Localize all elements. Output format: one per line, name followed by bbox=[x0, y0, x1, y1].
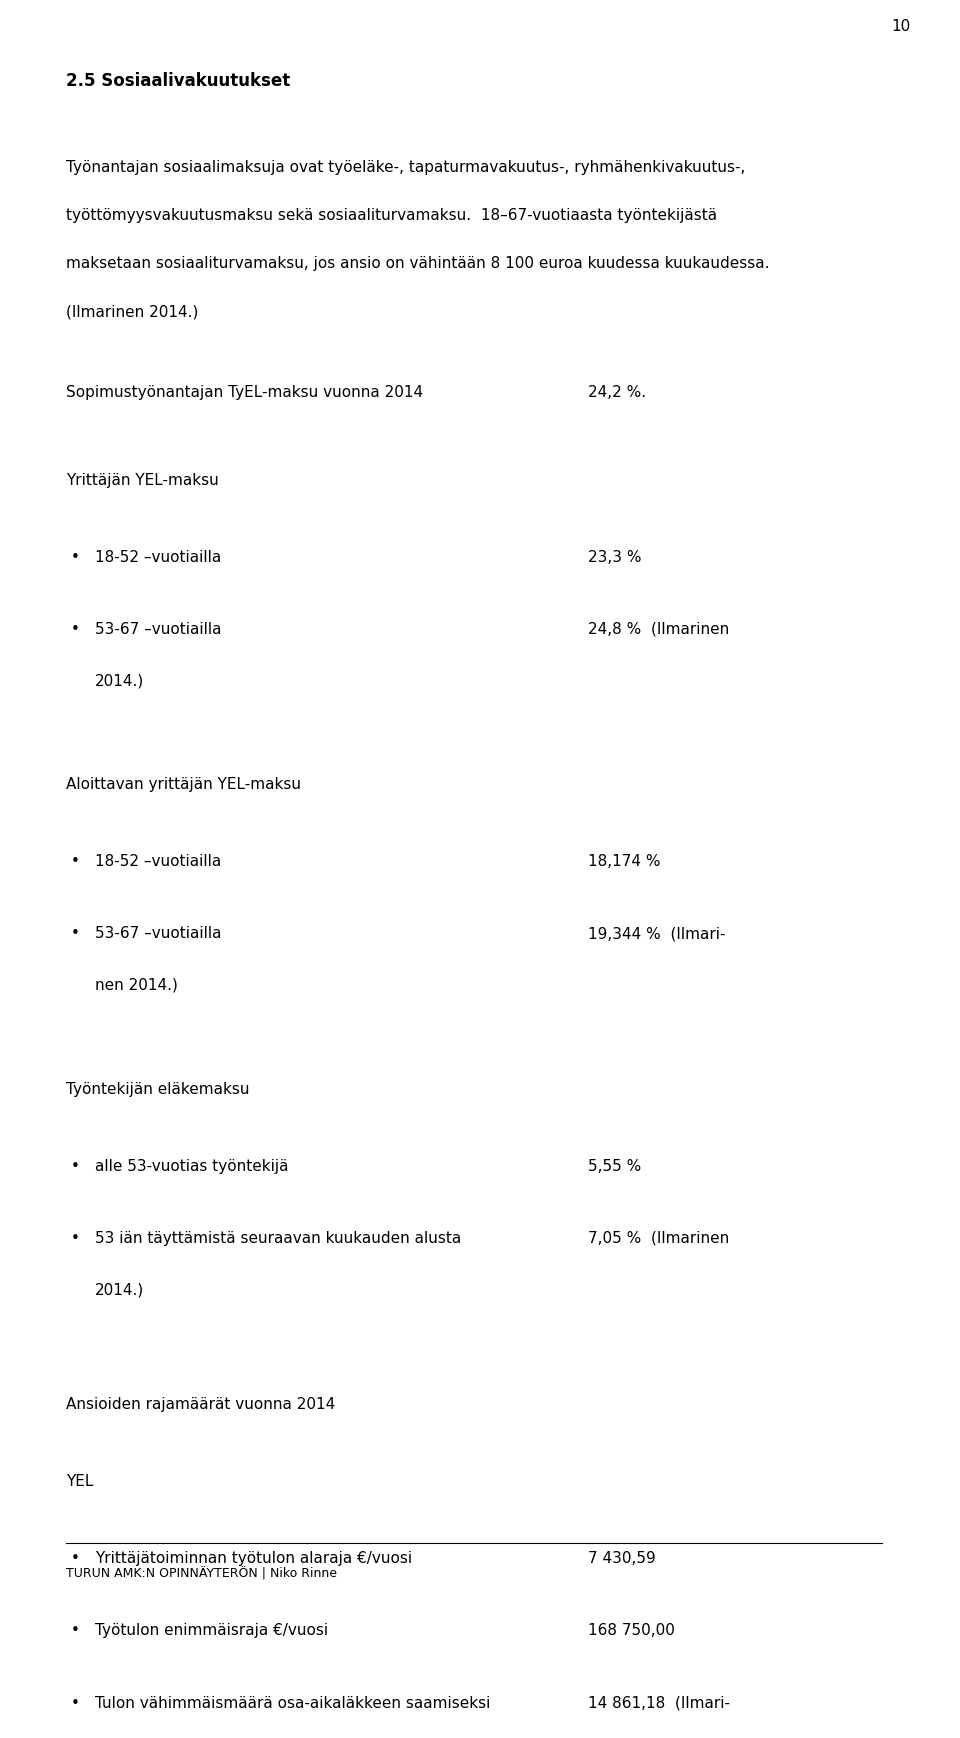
Text: 53-67 –vuotiailla: 53-67 –vuotiailla bbox=[95, 622, 222, 636]
Text: •: • bbox=[71, 853, 80, 869]
Text: 2014.): 2014.) bbox=[95, 1283, 144, 1297]
Text: Yrittäjätoiminnan työtulon alaraja €/vuosi: Yrittäjätoiminnan työtulon alaraja €/vuo… bbox=[95, 1552, 412, 1566]
Text: alle 53-vuotias työntekijä: alle 53-vuotias työntekijä bbox=[95, 1159, 288, 1173]
Text: Ansioiden rajamäärät vuonna 2014: Ansioiden rajamäärät vuonna 2014 bbox=[66, 1397, 336, 1413]
Text: Aloittavan yrittäjän YEL-maksu: Aloittavan yrittäjän YEL-maksu bbox=[66, 777, 301, 793]
Text: •: • bbox=[71, 1159, 80, 1173]
Text: YEL: YEL bbox=[66, 1474, 94, 1489]
Text: 7,05 %  (Ilmarinen: 7,05 % (Ilmarinen bbox=[588, 1231, 730, 1246]
Text: Sopimustyönantajan TyEL-maksu vuonna 2014: Sopimustyönantajan TyEL-maksu vuonna 201… bbox=[66, 384, 423, 400]
Text: maksetaan sosiaaliturvamaksu, jos ansio on vähintään 8 100 euroa kuudessa kuukau: maksetaan sosiaaliturvamaksu, jos ansio … bbox=[66, 257, 770, 271]
Text: nen 2014.): nen 2014.) bbox=[95, 977, 178, 992]
Text: 14 861,18  (Ilmari-: 14 861,18 (Ilmari- bbox=[588, 1696, 730, 1710]
Text: Yrittäjän YEL-maksu: Yrittäjän YEL-maksu bbox=[66, 473, 219, 488]
Text: •: • bbox=[71, 926, 80, 942]
Text: 53-67 –vuotiailla: 53-67 –vuotiailla bbox=[95, 926, 222, 942]
Text: 24,8 %  (Ilmarinen: 24,8 % (Ilmarinen bbox=[588, 622, 730, 636]
Text: •: • bbox=[71, 1696, 80, 1710]
Text: 24,2 %.: 24,2 %. bbox=[588, 384, 646, 400]
Text: 18,174 %: 18,174 % bbox=[588, 853, 660, 869]
Text: 18-52 –vuotiailla: 18-52 –vuotiailla bbox=[95, 853, 221, 869]
Text: •: • bbox=[71, 1552, 80, 1566]
Text: Työtulon enimmäisraja €/vuosi: Työtulon enimmäisraja €/vuosi bbox=[95, 1623, 328, 1639]
Text: 2014.): 2014.) bbox=[95, 673, 144, 688]
Text: 18-52 –vuotiailla: 18-52 –vuotiailla bbox=[95, 549, 221, 565]
Text: (Ilmarinen 2014.): (Ilmarinen 2014.) bbox=[66, 304, 199, 320]
Text: 168 750,00: 168 750,00 bbox=[588, 1623, 675, 1639]
Text: •: • bbox=[71, 622, 80, 636]
Text: 5,55 %: 5,55 % bbox=[588, 1159, 641, 1173]
Text: TURUN AMK:N OPINNÄYTERÖN | Niko Rinne: TURUN AMK:N OPINNÄYTERÖN | Niko Rinne bbox=[66, 1568, 337, 1582]
Text: •: • bbox=[71, 1231, 80, 1246]
Text: 2.5 Sosiaalivakuutukset: 2.5 Sosiaalivakuutukset bbox=[66, 71, 291, 90]
Text: •: • bbox=[71, 1623, 80, 1639]
Text: 19,344 %  (Ilmari-: 19,344 % (Ilmari- bbox=[588, 926, 726, 942]
Text: 23,3 %: 23,3 % bbox=[588, 549, 641, 565]
Text: Työntekijän eläkemaksu: Työntekijän eläkemaksu bbox=[66, 1081, 250, 1097]
Text: 7 430,59: 7 430,59 bbox=[588, 1552, 656, 1566]
Text: 10: 10 bbox=[891, 19, 910, 35]
Text: •: • bbox=[71, 549, 80, 565]
Text: Tulon vähimmäismäärä osa-aikaläkkeen saamiseksi: Tulon vähimmäismäärä osa-aikaläkkeen saa… bbox=[95, 1696, 491, 1710]
Text: 53 iän täyttämistä seuraavan kuukauden alusta: 53 iän täyttämistä seuraavan kuukauden a… bbox=[95, 1231, 461, 1246]
Text: Työnantajan sosiaalimaksuja ovat työeläke-, tapaturmavakuutus-, ryhmähenkivakuut: Työnantajan sosiaalimaksuja ovat työeläk… bbox=[66, 160, 746, 176]
Text: työttömyysvakuutusmaksu sekä sosiaaliturvamaksu.  18–67-vuotiaasta työntekijästä: työttömyysvakuutusmaksu sekä sosiaalitur… bbox=[66, 209, 717, 222]
